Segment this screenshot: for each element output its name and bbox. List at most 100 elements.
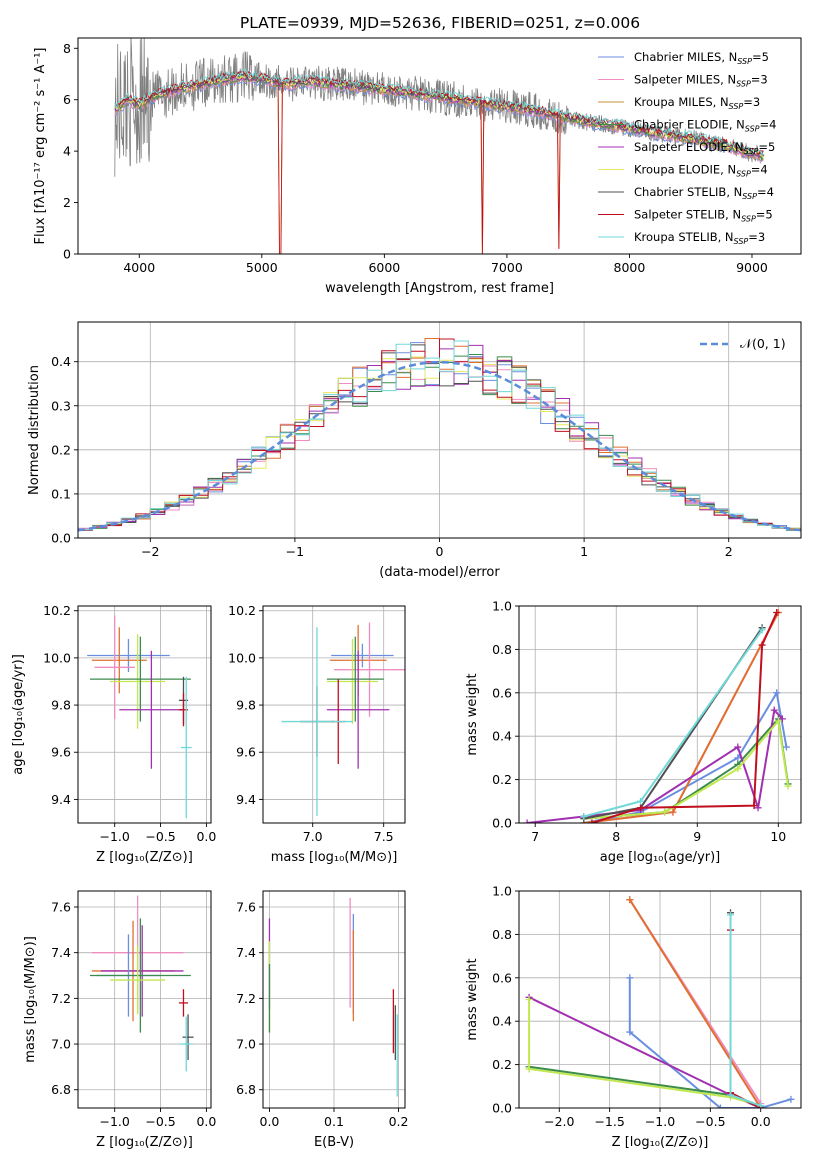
x-tick-label: −0.5 [145, 829, 175, 844]
weight-point-marker [754, 804, 762, 812]
weight-point-marker [782, 743, 790, 751]
y-axis-label: Flux [fλ10⁻¹⁷ erg cm⁻² s⁻¹ A⁻¹] [33, 48, 48, 245]
legend-entry: Chabrier MILES, NSSP=5 [634, 50, 769, 66]
residuals-data [78, 338, 801, 532]
weight-point-marker [773, 689, 781, 697]
y-tick-label: 10.2 [228, 603, 256, 618]
legend-entry: Chabrier STELIB, NSSP=4 [634, 185, 774, 201]
legend-entry: Salpeter MILES, NSSP=3 [634, 73, 768, 89]
y-tick-label: 9.8 [51, 698, 71, 713]
weight-point-marker [661, 808, 669, 816]
weight-point-marker [774, 717, 782, 725]
weight-point-marker [734, 743, 742, 751]
x-axis-label: Z [log₁₀(Z/Z⊙)] [96, 850, 193, 865]
axes-frame [77, 37, 802, 255]
y-tick-label: 0.0 [51, 531, 71, 546]
weight-series-line [628, 899, 762, 1108]
x-tick-label: 1 [580, 544, 588, 559]
axes-frame [77, 605, 212, 824]
age-vs-mass-data [281, 622, 405, 816]
weight-point-marker [770, 706, 778, 714]
y-tick-label: 10.0 [43, 650, 71, 665]
y-tick-label: 1.0 [492, 884, 512, 899]
y-tick-label: 6.8 [236, 1082, 256, 1097]
y-tick-label: 0.6 [492, 685, 512, 700]
mass-vs-EBV-data [268, 897, 398, 1097]
y-tick-label: 0.6 [492, 970, 512, 985]
weight-point-marker [734, 754, 742, 762]
x-tick-label: 2 [725, 544, 733, 559]
weight-point-marker [727, 1091, 734, 1099]
x-tick-label: 4000 [123, 260, 155, 275]
axes-frame [518, 890, 802, 1109]
x-axis-label: E(B-V) [314, 1135, 354, 1150]
y-tick-label: 6 [63, 92, 71, 107]
weight-point-marker [716, 1104, 724, 1108]
y-tick-label: 6.8 [51, 1082, 71, 1097]
y-tick-label: 7.0 [51, 1037, 71, 1052]
legend-entry: 𝒩(0, 1) [740, 336, 786, 351]
weight-point-marker [727, 911, 734, 919]
y-tick-label: 9.8 [236, 698, 256, 713]
weight-point-marker [784, 782, 792, 790]
age-vs-Z-data [87, 615, 192, 819]
weight-point-marker [757, 1102, 765, 1108]
weight-series-line [528, 1065, 762, 1107]
weight-point-marker [580, 812, 588, 820]
age-vs-Z-panel: −1.0 −0.5 0.0 9.4 9.6 9.8 10.0 10.2 Z [log₁₀(Z/Z… [11, 603, 216, 865]
x-tick-label: 9 [693, 829, 701, 844]
spectrum-panel: 4000 5000 6000 7000 8000 9000 0 2 4 6 8 wavelength … [33, 37, 802, 296]
x-tick-label: −1.5 [594, 1114, 624, 1129]
y-axis-label: Normed distribution [27, 365, 42, 495]
x-tick-label: 8000 [614, 260, 646, 275]
x-axis-label: age [log₁₀(age/yr)] [600, 850, 721, 865]
y-tick-label: 0.8 [492, 927, 512, 942]
x-tick-label: 5000 [246, 260, 278, 275]
y-tick-label: 0.0 [492, 816, 512, 831]
x-axis-label: Z [log₁₀(Z/Z⊙)] [96, 1135, 193, 1150]
x-tick-label: 0.0 [260, 1114, 280, 1129]
weight-point-marker [588, 819, 596, 823]
y-axis-label: mass weight [465, 673, 480, 755]
y-tick-label: 0.2 [51, 442, 71, 457]
weight-point-marker [750, 802, 758, 810]
y-tick-label: 0.0 [492, 1101, 512, 1116]
weight-series-line [583, 612, 780, 823]
x-tick-label: 10 [770, 829, 786, 844]
y-tick-label: 0.4 [51, 354, 71, 369]
x-tick-label: −2.0 [544, 1114, 574, 1129]
weight-vs-age-data [523, 609, 792, 823]
y-tick-label: 0.4 [492, 1014, 512, 1029]
x-axis-label: mass [log₁₀(M/M⊙)] [271, 850, 398, 865]
axes-frame [77, 321, 802, 539]
y-tick-label: 8 [63, 41, 71, 56]
x-tick-label: −1.0 [100, 1114, 130, 1129]
weight-vs-age-panel: 7 8 9 10 0.0 0.2 0.4 0.6 0.8 1.0 age [log₁₀(age/yr… [465, 599, 802, 865]
x-tick-label: 6000 [368, 260, 400, 275]
x-tick-label: 7 [531, 829, 539, 844]
weight-point-marker [773, 609, 781, 617]
x-tick-label: −1 [286, 544, 304, 559]
residuals-panel: −2 −1 0 1 2 0.0 0.1 0.2 0.3 0.4 (data-model)/error… [27, 321, 802, 580]
weight-point-marker [758, 626, 766, 634]
weight-point-marker [626, 974, 634, 982]
weight-point-marker [523, 819, 531, 823]
axes-frame [262, 605, 406, 824]
weight-point-marker [758, 641, 766, 649]
weight-point-marker [669, 808, 677, 816]
y-tick-label: 2 [63, 195, 71, 210]
legend-entry: Kroupa ELODIE, NSSP=4 [634, 163, 768, 179]
weight-point-marker [525, 1065, 533, 1073]
residual-histogram [78, 344, 801, 531]
y-tick-label: 0 [63, 247, 71, 262]
y-tick-label: 7.4 [236, 945, 256, 960]
x-tick-label: −1.0 [645, 1114, 675, 1129]
weight-point-marker [626, 896, 634, 904]
x-tick-label: 0.1 [324, 1114, 344, 1129]
x-tick-label: 7.5 [374, 829, 394, 844]
y-tick-label: 9.6 [51, 745, 71, 760]
y-tick-label: 7.6 [236, 899, 256, 914]
weight-point-marker [637, 804, 645, 812]
legend-entry: Salpeter STELIB, NSSP=5 [634, 208, 773, 224]
